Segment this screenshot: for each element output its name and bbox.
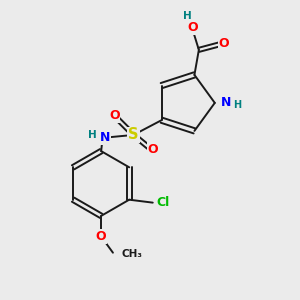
Text: O: O — [109, 109, 120, 122]
Text: O: O — [96, 230, 106, 243]
Text: N: N — [100, 131, 110, 144]
Text: H: H — [183, 11, 191, 21]
Text: H: H — [88, 130, 97, 140]
Text: O: O — [147, 143, 158, 156]
Text: H: H — [233, 100, 241, 110]
Text: CH₃: CH₃ — [122, 249, 143, 259]
Text: O: O — [188, 21, 198, 34]
Text: N: N — [221, 96, 232, 110]
Text: S: S — [128, 128, 139, 142]
Text: Cl: Cl — [156, 196, 170, 209]
Text: O: O — [219, 38, 229, 50]
